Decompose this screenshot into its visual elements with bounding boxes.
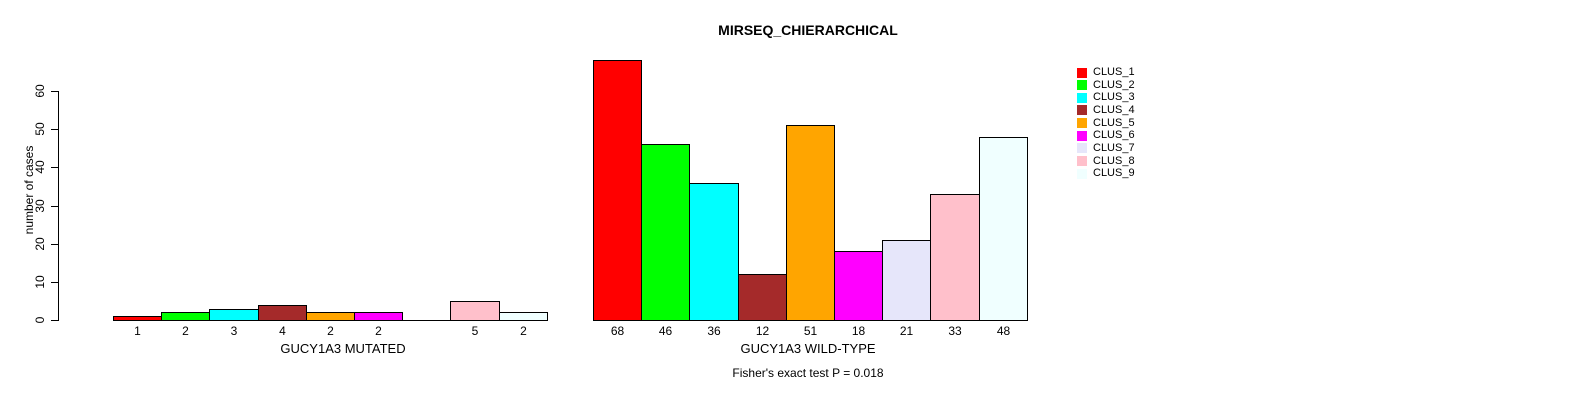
bar-mutated-CLUS_9 [499, 312, 548, 321]
bar-wild_type-CLUS_3 [689, 183, 739, 321]
legend-item-CLUS_9: CLUS_9 [1077, 167, 1135, 180]
bar-mutated-CLUS_2 [161, 312, 210, 321]
y-axis-tick-label: 50 [33, 122, 47, 136]
legend-swatch-icon-CLUS_2 [1077, 80, 1087, 91]
y-axis-tick-label: 40 [33, 160, 47, 175]
legend-item-CLUS_8: CLUS_8 [1077, 155, 1135, 168]
bar-value-label-wild_type-CLUS_1: 68 [610, 324, 625, 338]
bar-value-label-mutated-CLUS_2: 2 [182, 324, 189, 338]
bar-value-label-mutated-CLUS_9: 2 [520, 324, 527, 338]
legend-label-CLUS_2: CLUS_2 [1093, 78, 1135, 91]
y-axis-tick [51, 205, 58, 207]
legend-swatch-icon-CLUS_8 [1077, 156, 1087, 167]
legend-swatch-icon-CLUS_1 [1077, 67, 1087, 78]
y-axis-tick-label: 60 [33, 84, 47, 98]
bar-wild_type-CLUS_1 [593, 60, 642, 321]
bar-wild_type-CLUS_2 [641, 144, 690, 321]
legend-item-CLUS_7: CLUS_7 [1077, 142, 1135, 155]
y-axis-tick [51, 281, 58, 283]
y-axis-tick [51, 129, 58, 131]
bar-mutated-CLUS_3 [209, 309, 259, 321]
bar-wild_type-CLUS_5 [786, 125, 835, 321]
legend-item-CLUS_1: CLUS_1 [1077, 66, 1135, 79]
legend-label-CLUS_1: CLUS_1 [1093, 66, 1135, 78]
bar-value-label-mutated-CLUS_6: 2 [375, 324, 382, 338]
y-axis-tick-label: 20 [33, 236, 47, 251]
y-axis-line [58, 91, 59, 321]
legend-item-CLUS_4: CLUS_4 [1077, 104, 1135, 117]
bar-mutated-CLUS_5 [306, 312, 355, 321]
legend-swatch-icon-CLUS_9 [1077, 168, 1087, 179]
y-axis-tick [51, 91, 58, 92]
bar-value-label-mutated-CLUS_8: 5 [471, 324, 479, 338]
bar-wild_type-CLUS_7 [882, 240, 931, 321]
bar-wild_type-CLUS_4 [738, 274, 787, 321]
bar-mutated-CLUS_4 [258, 305, 307, 321]
bar-mutated-CLUS_1 [113, 316, 162, 321]
legend-label-CLUS_8: CLUS_8 [1093, 154, 1135, 167]
bar-mutated-CLUS_7 [402, 320, 451, 321]
x-axis-group-label-wild-type: GUCY1A3 WILD-TYPE [740, 341, 876, 356]
legend-swatch-icon-CLUS_3 [1077, 92, 1087, 103]
bar-value-label-wild_type-CLUS_6: 18 [851, 324, 866, 338]
bar-value-label-wild_type-CLUS_7: 21 [899, 324, 914, 338]
legend-swatch-icon-CLUS_5 [1077, 118, 1087, 129]
y-axis-tick [51, 243, 58, 245]
legend-swatch-icon-CLUS_6 [1077, 130, 1087, 141]
bar-value-label-mutated-CLUS_5: 2 [327, 324, 334, 338]
legend-label-CLUS_3: CLUS_3 [1093, 91, 1135, 104]
bar-value-label-mutated-CLUS_3: 3 [230, 324, 238, 338]
bar-value-label-wild_type-CLUS_3: 36 [707, 324, 721, 338]
x-axis-group-label-mutated: GUCY1A3 MUTATED [280, 341, 406, 356]
bar-value-label-mutated-CLUS_4: 4 [279, 324, 286, 338]
bar-value-label-wild_type-CLUS_4: 12 [755, 324, 770, 338]
bar-value-label-wild_type-CLUS_9: 48 [996, 324, 1011, 338]
bar-mutated-CLUS_6 [354, 312, 403, 321]
y-axis-tick-label: 30 [33, 198, 47, 213]
legend-item-CLUS_2: CLUS_2 [1077, 79, 1135, 92]
legend-label-CLUS_6: CLUS_6 [1093, 129, 1135, 142]
legend-item-CLUS_3: CLUS_3 [1077, 91, 1135, 104]
y-axis-label: number of cases [22, 145, 36, 235]
bar-mutated-CLUS_8 [450, 301, 500, 321]
legend-swatch-icon-CLUS_4 [1077, 105, 1087, 116]
bar-value-label-wild_type-CLUS_2: 46 [658, 324, 673, 338]
y-axis-tick [51, 167, 58, 169]
bar-wild_type-CLUS_9 [979, 137, 1028, 321]
legend-label-CLUS_5: CLUS_5 [1093, 116, 1135, 129]
fisher-test-annotation: Fisher's exact test P = 0.018 [732, 366, 884, 380]
chart-title: MIRSEQ_CHIERARCHICAL [718, 22, 898, 38]
y-axis-tick-label: 0 [33, 316, 47, 324]
legend-label-CLUS_4: CLUS_4 [1093, 103, 1135, 116]
y-axis-tick [51, 320, 58, 321]
bar-value-label-wild_type-CLUS_8: 33 [948, 324, 962, 338]
legend-swatch-icon-CLUS_7 [1077, 143, 1087, 154]
bar-wild_type-CLUS_6 [834, 251, 883, 321]
legend-label-CLUS_9: CLUS_9 [1093, 167, 1135, 180]
bar-value-label-wild_type-CLUS_5: 51 [803, 324, 818, 338]
legend-item-CLUS_5: CLUS_5 [1077, 117, 1135, 130]
bar-wild_type-CLUS_8 [930, 194, 980, 321]
legend-label-CLUS_7: CLUS_7 [1093, 141, 1135, 154]
legend-item-CLUS_6: CLUS_6 [1077, 129, 1135, 142]
y-axis-tick-label: 10 [33, 275, 47, 289]
bar-value-label-mutated-CLUS_1: 1 [134, 324, 141, 338]
